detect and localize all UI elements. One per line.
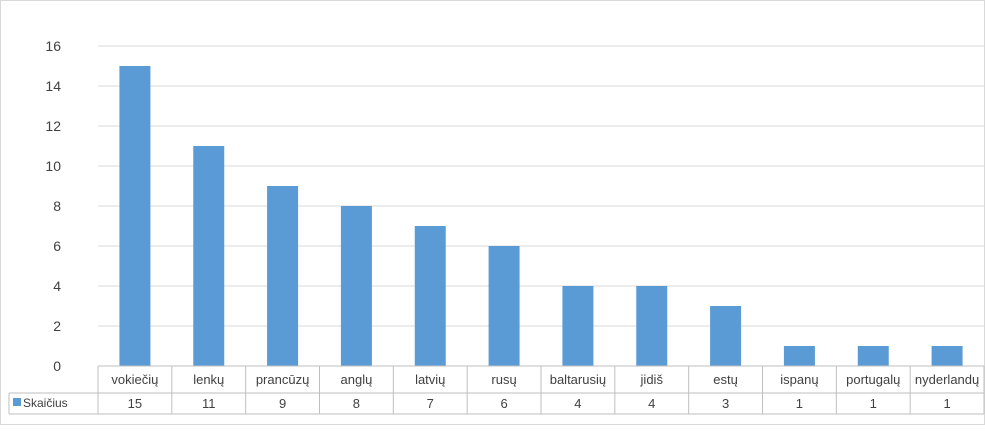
data-table: vokiečių15lenkų11prancūzų9anglų8latvių7r… bbox=[8, 365, 985, 415]
y-tick-label: 10 bbox=[45, 158, 61, 174]
bars bbox=[119, 66, 963, 366]
data-label: 1 bbox=[870, 396, 877, 411]
bar bbox=[931, 346, 963, 366]
x-tick-label: jidiš bbox=[640, 372, 664, 387]
bar bbox=[488, 246, 520, 366]
x-tick-label: prancūzų bbox=[256, 372, 309, 387]
x-tick-label: anglų bbox=[341, 372, 373, 387]
data-label: 7 bbox=[427, 396, 434, 411]
y-axis-ticks: 0 2 4 6 8 10 12 14 16 bbox=[45, 38, 61, 374]
bar bbox=[340, 206, 372, 366]
legend-swatch bbox=[13, 398, 21, 406]
x-tick-label: estų bbox=[713, 372, 738, 387]
data-label: 8 bbox=[353, 396, 360, 411]
data-label: 3 bbox=[722, 396, 729, 411]
bar bbox=[267, 186, 299, 366]
x-tick-label: ispanų bbox=[780, 372, 818, 387]
y-tick-label: 14 bbox=[45, 78, 61, 94]
bar bbox=[414, 226, 446, 366]
y-tick-label: 12 bbox=[45, 118, 61, 134]
y-tick-label: 8 bbox=[53, 198, 61, 214]
gridlines bbox=[98, 45, 984, 327]
bar bbox=[636, 286, 668, 366]
legend-series-name: Skaičius bbox=[23, 396, 68, 410]
y-tick-label: 2 bbox=[53, 318, 61, 334]
y-tick-label: 16 bbox=[45, 38, 61, 54]
y-tick-label: 6 bbox=[53, 238, 61, 254]
x-tick-label: lenkų bbox=[193, 372, 224, 387]
x-tick-label: rusų bbox=[491, 372, 516, 387]
data-label: 4 bbox=[648, 396, 655, 411]
x-tick-label: nyderlandų bbox=[915, 372, 979, 387]
data-label: 4 bbox=[574, 396, 581, 411]
bar bbox=[119, 66, 151, 366]
bar bbox=[193, 146, 225, 366]
x-tick-label: latvių bbox=[415, 372, 445, 387]
data-label: 11 bbox=[202, 396, 216, 411]
data-label: 1 bbox=[943, 396, 950, 411]
y-tick-label: 4 bbox=[53, 278, 61, 294]
data-label: 6 bbox=[500, 396, 507, 411]
data-label: 9 bbox=[279, 396, 286, 411]
bar bbox=[562, 286, 594, 366]
x-tick-label: vokiečių bbox=[111, 372, 158, 387]
x-tick-label: portugalų bbox=[846, 372, 900, 387]
bar bbox=[710, 306, 742, 366]
data-label: 15 bbox=[128, 396, 142, 411]
bar bbox=[857, 346, 889, 366]
bar bbox=[783, 346, 815, 366]
y-tick-label: 0 bbox=[53, 358, 61, 374]
x-tick-label: baltarusių bbox=[550, 372, 606, 387]
data-label: 1 bbox=[796, 396, 803, 411]
